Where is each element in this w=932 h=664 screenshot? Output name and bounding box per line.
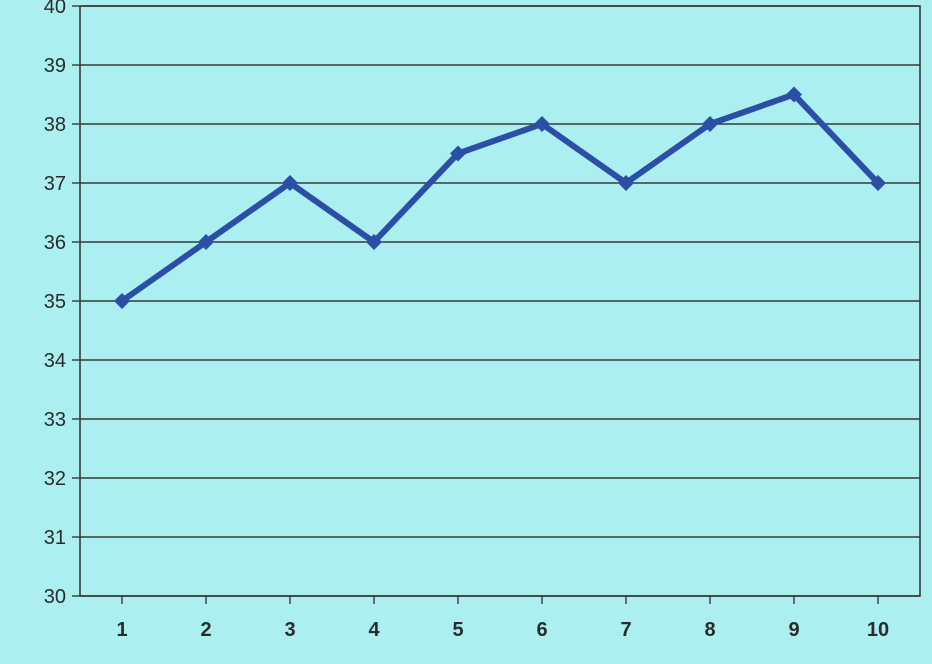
y-tick-label: 30 [44, 586, 66, 608]
x-tick-label: 8 [704, 619, 715, 641]
line-chart: 303132333435363738394012345678910 [0, 0, 932, 664]
chart-svg: 303132333435363738394012345678910 [0, 0, 932, 664]
y-tick-label: 39 [44, 55, 66, 77]
x-tick-label: 2 [200, 619, 211, 641]
y-tick-label: 33 [44, 409, 66, 431]
x-tick-label: 9 [788, 619, 799, 641]
x-tick-label: 6 [536, 619, 547, 641]
y-tick-label: 40 [44, 0, 66, 18]
y-tick-label: 38 [44, 114, 66, 136]
y-tick-label: 35 [44, 291, 66, 313]
y-tick-label: 32 [44, 468, 66, 490]
y-tick-label: 36 [44, 232, 66, 254]
x-tick-label: 3 [284, 619, 295, 641]
y-tick-label: 34 [44, 350, 66, 372]
x-tick-label: 10 [867, 619, 889, 641]
x-tick-label: 4 [368, 619, 380, 641]
x-tick-label: 5 [452, 619, 463, 641]
y-tick-label: 37 [44, 173, 66, 195]
x-tick-label: 1 [116, 619, 127, 641]
y-tick-label: 31 [44, 527, 66, 549]
x-tick-label: 7 [620, 619, 631, 641]
